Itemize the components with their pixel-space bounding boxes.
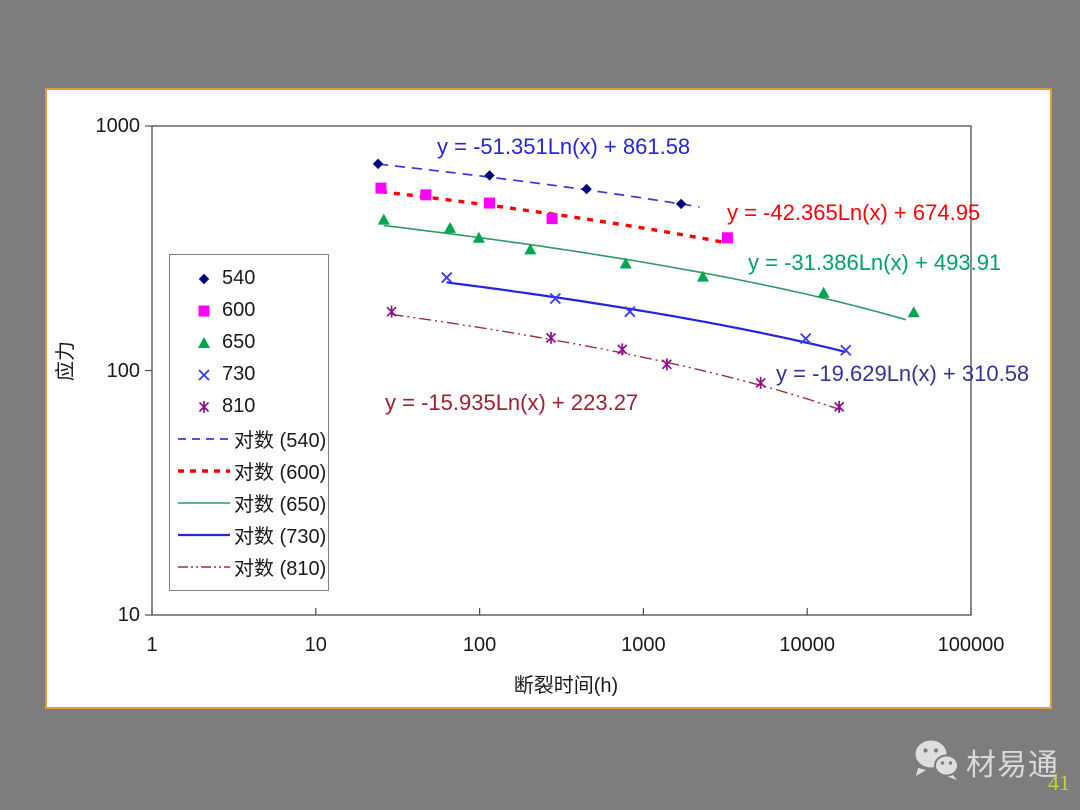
series-600-point [420, 189, 432, 201]
series-540-point [675, 198, 687, 210]
series-600-point [375, 182, 387, 194]
line-sample-icon [178, 437, 230, 440]
legend-item-label: 对数 (810) [234, 558, 327, 580]
series-730-point [800, 332, 812, 345]
series-650-point [907, 306, 920, 318]
trendline-对数 (730) [446, 281, 847, 353]
series-810-point [755, 376, 766, 389]
y-tick-label: 10 [117, 604, 140, 626]
series-810-point [545, 331, 557, 344]
legend-item: 540 [176, 265, 326, 292]
diamond-marker-icon [198, 273, 210, 284]
series-650-point [524, 243, 537, 255]
series-540-point [484, 170, 495, 181]
series-650-point [619, 257, 632, 269]
legend-item: 对数 (730) [176, 521, 326, 548]
legend-marker-540 [198, 273, 210, 284]
series-810-point [661, 358, 672, 371]
trendline-equation: y = -15.935Ln(x) + 223.27 [385, 390, 639, 415]
x-marker-icon [198, 368, 210, 381]
legend-marker-810 [198, 400, 210, 413]
series-730-point [441, 271, 453, 284]
series-650-point [817, 286, 830, 298]
line-sample-icon [178, 468, 230, 473]
series-730-point [549, 292, 562, 305]
trendline-equation: y = -31.386Ln(x) + 493.91 [748, 250, 1002, 275]
legend-item: 650 [176, 329, 326, 356]
y-tick-label: 1000 [95, 115, 141, 137]
legend-item-label: 600 [222, 299, 256, 321]
line-sample-icon [178, 501, 230, 504]
series-650-point [696, 270, 709, 282]
series-730-point [624, 306, 636, 318]
trendline-对数 (810) [391, 313, 841, 411]
x-tick-label: 100 [462, 634, 497, 656]
series-600-point [721, 232, 733, 244]
series-600-point [546, 213, 558, 225]
x-tick-label: 10 [304, 634, 327, 656]
watermark-brand: 材易通 [966, 749, 1059, 782]
series-810-point [617, 343, 628, 356]
trendline-equation: y = -19.629Ln(x) + 310.58 [776, 361, 1030, 386]
legend-item-label: 对数 (540) [234, 430, 327, 452]
series-650-point [472, 231, 485, 243]
series-650-point [377, 213, 390, 225]
legend-item: 对数 (810) [176, 553, 326, 580]
legend-item: 600 [176, 297, 326, 324]
legend-item-label: 810 [222, 395, 256, 417]
legend-item-label: 650 [222, 331, 256, 353]
chart-legend: 540 600 650 730 810 对数 (540) 对数 (600) 对数 (650) 对… [169, 254, 329, 591]
legend-marker-650 [198, 336, 210, 348]
legend-item-label: 730 [222, 363, 256, 385]
square-marker-icon [198, 305, 210, 316]
series-810-point [386, 305, 397, 318]
legend-marker-600 [198, 305, 210, 316]
triangle-marker-icon [198, 336, 210, 348]
x-axis-title: 断裂时间(h) [513, 675, 619, 697]
line-sample-icon [178, 533, 230, 536]
x-tick-label: 1 [146, 634, 158, 656]
line-sample-icon [178, 565, 230, 568]
watermark: 材易通 41 [914, 736, 1074, 798]
legend-item-label: 对数 (650) [234, 494, 327, 516]
series-730-point [840, 344, 852, 356]
legend-item: 730 [176, 361, 326, 388]
trendline-对数 (540) [378, 163, 700, 208]
series-650-point [444, 221, 457, 233]
y-axis-title: 应力 [55, 341, 77, 381]
wechat-icon [915, 740, 959, 780]
asterisk-marker-icon [198, 400, 210, 413]
y-tick-label: 100 [106, 359, 140, 382]
legend-marker-730 [198, 368, 210, 381]
page-number: 41 [1048, 770, 1070, 795]
legend-item-label: 对数 (730) [234, 526, 327, 548]
x-tick-label: 1000 [621, 634, 666, 656]
trendline-equation: y = -51.351Ln(x) + 861.58 [437, 134, 691, 159]
series-810-point [834, 400, 845, 413]
legend-item: 对数 (600) [176, 457, 326, 484]
series-540-point [372, 158, 384, 170]
legend-item-label: 540 [222, 267, 256, 289]
legend-item: 对数 (650) [176, 489, 326, 516]
series-600-point [484, 197, 496, 209]
legend-item-label: 对数 (600) [234, 462, 327, 484]
legend-item: 对数 (540) [176, 425, 326, 452]
trendline-equation: y = -42.365Ln(x) + 674.95 [727, 200, 981, 225]
x-tick-label: 10000 [779, 634, 835, 656]
legend-item: 810 [176, 393, 326, 420]
series-540-point [581, 183, 592, 195]
x-tick-label: 100000 [937, 634, 1005, 656]
